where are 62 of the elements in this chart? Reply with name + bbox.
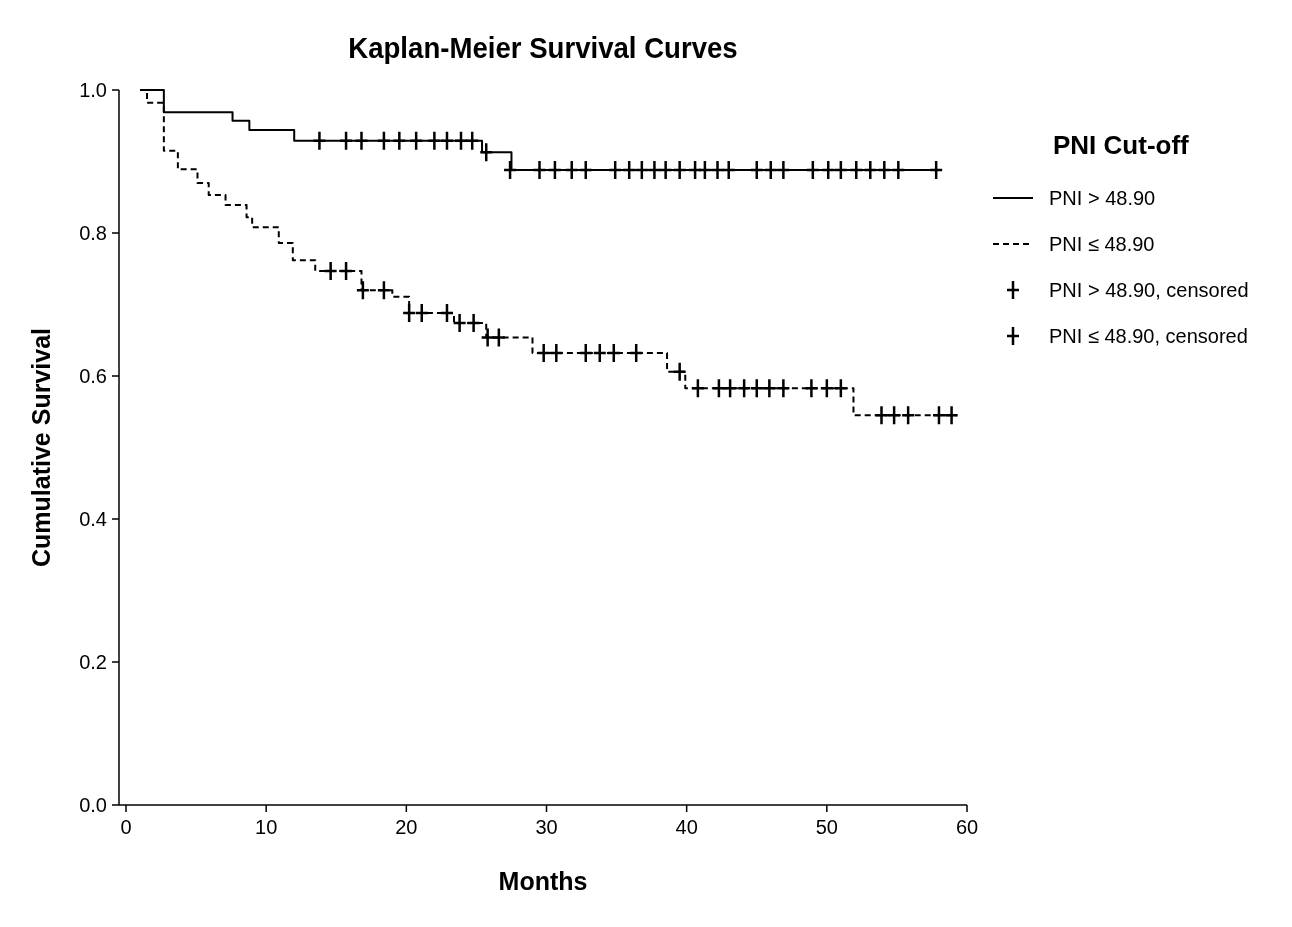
legend-label: PNI ≤ 48.90 xyxy=(1049,233,1155,255)
x-tick-label: 0 xyxy=(120,816,132,838)
legend-label: PNI ≤ 48.90, censored xyxy=(1049,325,1248,347)
point xyxy=(722,377,738,399)
point xyxy=(453,130,469,152)
x-tick-label: 40 xyxy=(675,816,698,838)
point xyxy=(944,405,959,426)
y-tick-label: 0.4 xyxy=(79,508,107,530)
point xyxy=(874,405,889,426)
point xyxy=(690,377,706,399)
y-axis-title: Cumulative Survival xyxy=(27,328,55,567)
point xyxy=(464,130,480,152)
point xyxy=(634,159,650,181)
y-tick-label: 0.8 xyxy=(79,222,107,244)
x-tick-label: 30 xyxy=(535,816,558,838)
point xyxy=(628,342,644,364)
point xyxy=(805,159,821,181)
y-tick-label: 0.0 xyxy=(79,794,107,816)
point xyxy=(439,130,455,152)
point xyxy=(736,377,752,399)
point xyxy=(931,405,947,426)
point xyxy=(672,361,687,382)
point xyxy=(376,279,392,301)
x-axis-title: Months xyxy=(498,867,588,895)
point xyxy=(414,302,430,324)
point xyxy=(697,159,713,181)
x-tick-label: 50 xyxy=(815,816,838,838)
y-tick-label: 0.2 xyxy=(79,651,107,673)
point xyxy=(928,159,944,181)
point xyxy=(592,342,608,364)
y-tick-label: 1.0 xyxy=(79,79,107,101)
point xyxy=(491,327,507,348)
point xyxy=(711,377,727,399)
x-tick-label: 20 xyxy=(395,816,418,838)
point xyxy=(763,159,779,181)
point xyxy=(820,159,836,181)
point xyxy=(480,327,495,348)
legend-label: PNI > 48.90 xyxy=(1049,187,1156,209)
point xyxy=(547,159,563,181)
point xyxy=(606,342,622,364)
point xyxy=(338,260,354,282)
point xyxy=(376,130,392,152)
point xyxy=(900,405,916,426)
point xyxy=(886,405,902,426)
y-tick-label: 0.6 xyxy=(79,365,107,387)
point xyxy=(355,279,371,301)
point xyxy=(607,159,623,181)
legend-title: PNI Cut-off xyxy=(1053,130,1190,160)
chart-title: Kaplan-Meier Survival Curves xyxy=(348,30,738,65)
legend-label: PNI > 48.90, censored xyxy=(1049,279,1249,301)
point xyxy=(621,159,637,181)
point xyxy=(819,377,835,399)
point xyxy=(338,130,354,152)
x-tick-label: 10 xyxy=(255,816,278,838)
point xyxy=(439,302,455,324)
point xyxy=(833,377,849,399)
point xyxy=(401,302,417,324)
point xyxy=(833,159,849,181)
point xyxy=(408,130,424,152)
point xyxy=(478,141,494,163)
point xyxy=(502,159,518,181)
x-tick-label: 60 xyxy=(955,816,979,838)
